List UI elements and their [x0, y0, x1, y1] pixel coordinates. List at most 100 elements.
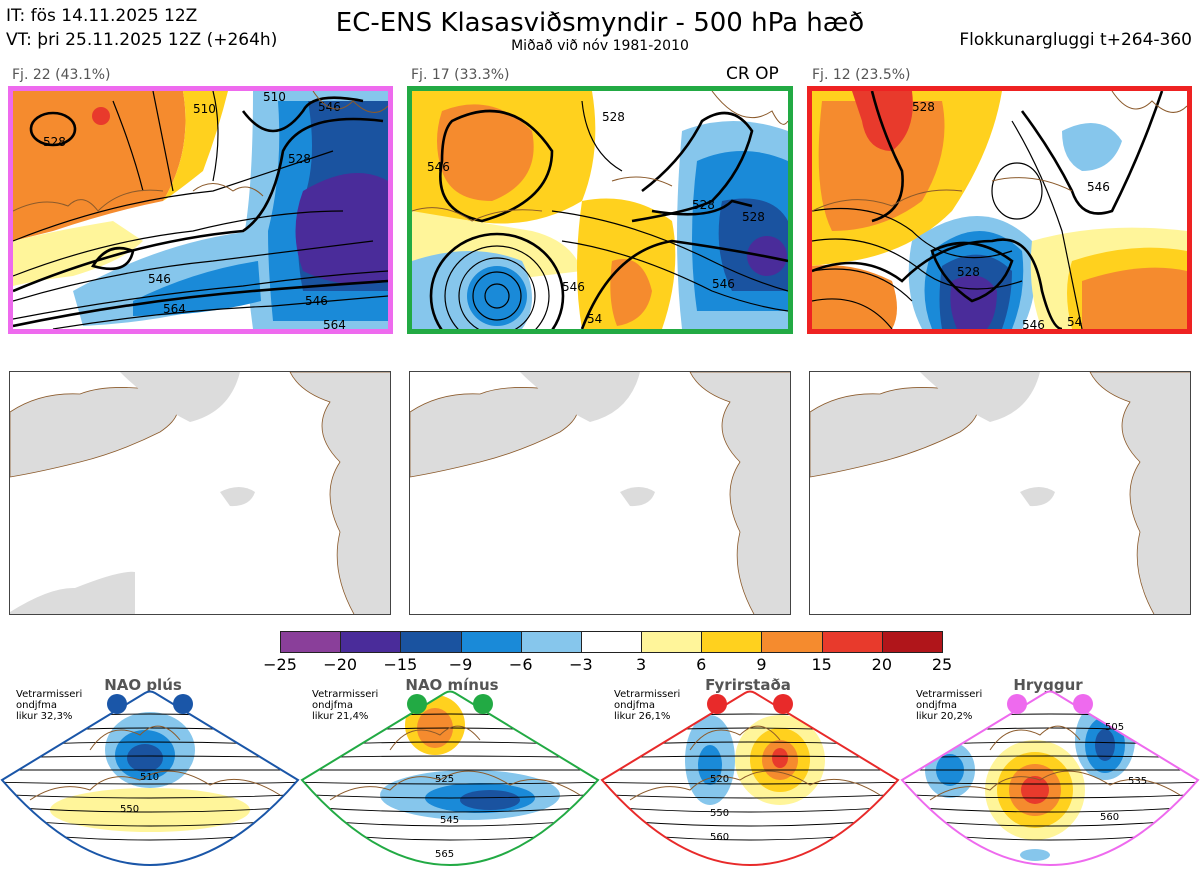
colorbar-segment [280, 631, 342, 653]
regime-contour-label: 520 [710, 774, 729, 785]
anomaly-blob [1021, 776, 1049, 804]
regime-map: 520 550 560 [600, 690, 900, 866]
anomaly-blob [772, 748, 788, 768]
contour-label: 528 [742, 210, 765, 224]
colorbar-segment [580, 631, 643, 653]
anomaly-blob [460, 790, 520, 810]
regime-marker [1007, 694, 1027, 714]
contour-label: 546 [562, 280, 585, 294]
contour-label: 564 [163, 302, 186, 316]
regime-info: Vetrarmisseri ondjfma likur 32,3% [16, 689, 83, 722]
colorbar-segment [701, 631, 763, 653]
cluster-window: Flokkunargluggi t+264-360 [959, 30, 1192, 50]
regime-title: NAO mínus [405, 676, 499, 694]
empty-map-2 [409, 371, 791, 615]
regime-title: NAO plús [104, 676, 182, 694]
valid-time: VT: þri 25.11.2025 12Z (+264h) [6, 30, 278, 50]
colorbar-tick-label: −9 [448, 655, 473, 674]
colorbar-segment [821, 631, 883, 653]
cluster-1-label: Fj. 22 (43.1%) [12, 67, 111, 83]
regime-contour-label: 505 [1105, 722, 1124, 733]
regime-maps: 510 550 525 545 565 520 550 560 505 535 560 [0, 690, 1200, 866]
colorbar-segment [641, 631, 703, 653]
anomaly-positive-1 [13, 91, 186, 241]
colorbar-segment [400, 631, 462, 653]
anomaly-blob [1020, 849, 1050, 861]
colorbar-tick-label: 9 [756, 655, 767, 674]
empty-map-1 [9, 371, 391, 615]
anomaly-max [92, 107, 110, 125]
header-info: IT: fös 14.11.2025 12Z VT: þri 25.11.202… [6, 4, 277, 52]
regime-marker [473, 694, 493, 714]
contour-label: 546 [1022, 318, 1045, 329]
contour-label: 528 [692, 198, 715, 212]
cluster-3-label: Fj. 12 (23.5%) [812, 67, 911, 83]
regime-contour-label: 535 [1128, 776, 1147, 787]
contour-label: 546 [148, 272, 171, 286]
regime-marker [107, 694, 127, 714]
regime-marker [173, 694, 193, 714]
regime-map: 525 545 565 [300, 690, 600, 866]
empty-map-3 [809, 371, 1191, 615]
anomaly-blob [50, 788, 250, 832]
colorbar-tick-label: −25 [263, 655, 297, 674]
contour-label: 510 [193, 102, 216, 116]
colorbar-segment [761, 631, 823, 653]
contour-label: 528 [957, 265, 980, 279]
page-subtitle: Miðað við nóv 1981-2010 [511, 38, 689, 54]
colorbar-tick-label: 20 [871, 655, 892, 674]
regime-contour-label: 560 [1100, 812, 1119, 823]
colorbar-segment [881, 631, 943, 653]
contour-label: 528 [912, 100, 935, 114]
regime-marker [773, 694, 793, 714]
contour-label: 54 [587, 312, 602, 326]
regime-marker [1073, 694, 1093, 714]
initial-time: IT: fös 14.11.2025 12Z [6, 6, 198, 26]
cluster-2-map: 546 528 528 546 546 54 528 [407, 86, 793, 334]
colorbar-tick-label: 15 [811, 655, 832, 674]
contour-label: 528 [43, 135, 66, 149]
cluster-2-marker: CR OP [726, 64, 779, 84]
regime-contour-label: 560 [710, 832, 729, 843]
regime-info: Vetrarmisseri ondjfma likur 26,1% [614, 689, 681, 722]
regime-title: Fyrirstaða [705, 676, 791, 694]
colorbar-tick-label: 25 [931, 655, 953, 674]
regime-map: 505 535 560 [900, 690, 1200, 866]
regime-info: Vetrarmisseri ondjfma likur 20,2% [916, 689, 983, 722]
cluster-2-label: Fj. 17 (33.3%) [411, 67, 510, 83]
contour-label: 528 [288, 152, 311, 166]
regime-contour-label: 565 [435, 849, 454, 860]
contour-label: 54 [1067, 315, 1082, 329]
contour-label: 546 [1087, 180, 1110, 194]
contour-label: 546 [305, 294, 328, 308]
regime-marker [707, 694, 727, 714]
anomaly-positive-2 [163, 91, 228, 201]
colorbar-segment [340, 631, 402, 653]
anomaly-blob [698, 745, 722, 785]
colorbar [280, 631, 943, 653]
contour-label: 546 [712, 277, 735, 291]
regime-contour-label: 525 [435, 774, 454, 785]
regime-contour-label: 510 [140, 772, 159, 783]
colorbar-tick-label: −6 [508, 655, 533, 674]
regime-title: Hryggur [1013, 676, 1083, 694]
colorbar-segment [520, 631, 582, 653]
contour-label: 564 [323, 318, 346, 329]
colorbar-tick-label: −15 [383, 655, 418, 674]
regime-contour-label: 545 [440, 815, 459, 826]
contour-label: 528 [602, 110, 625, 124]
colorbar-tick-label: 6 [696, 655, 707, 674]
regime-contour-label: 550 [710, 808, 729, 819]
colorbar-tick-label: −3 [569, 655, 593, 674]
contour-label: 510 [263, 91, 286, 104]
regime-contour-label: 550 [120, 804, 139, 815]
page-title: EC-ENS Klasasviðsmyndir - 500 hPa hæð [335, 8, 865, 38]
regime-info: Vetrarmisseri ondjfma likur 21,4% [312, 689, 379, 722]
regime-marker [407, 694, 427, 714]
colorbar-tick-label: 3 [635, 655, 647, 674]
regime-map: 510 550 [0, 690, 300, 866]
anomaly-blob [127, 744, 163, 772]
cluster-1-map: 528 510 546 528 546 564 546 564 510 [8, 86, 393, 334]
anomaly-blob [1095, 729, 1115, 761]
colorbar-tick-label: −20 [323, 655, 358, 674]
